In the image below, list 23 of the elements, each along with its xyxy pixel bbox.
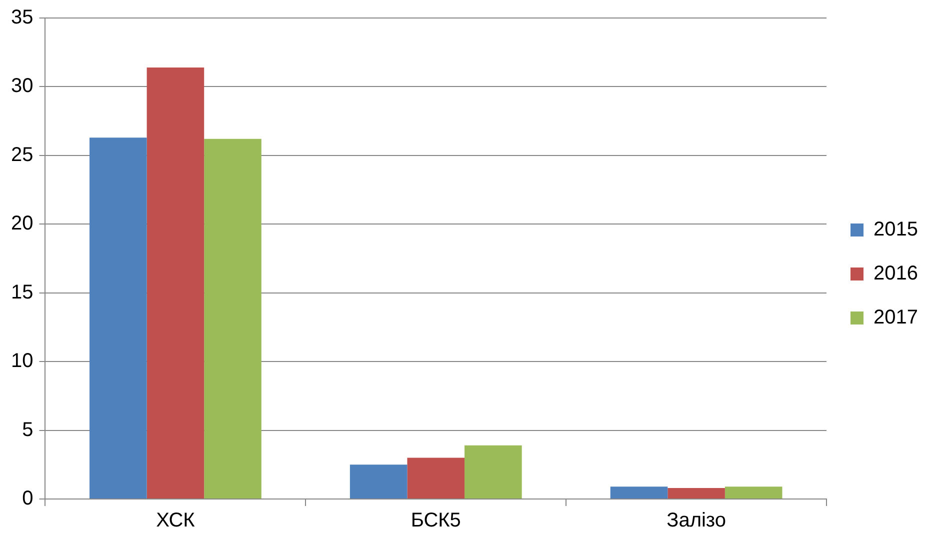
x-tick-label: БСК5: [410, 510, 461, 532]
y-tick-label: 20: [10, 212, 34, 235]
bar: [668, 488, 725, 498]
bar: [350, 464, 408, 498]
bar: [204, 138, 262, 498]
legend-label: 2017: [874, 306, 918, 329]
y-tick-label: 5: [22, 418, 34, 441]
bar: [407, 458, 465, 498]
bar: [610, 486, 668, 498]
y-tick-label: 0: [22, 488, 34, 510]
y-tick-label: 10: [10, 350, 34, 372]
y-tick-label: 30: [10, 75, 34, 98]
x-tick-label: ХСК: [156, 510, 196, 532]
bar: [90, 138, 147, 498]
bar: [146, 67, 204, 498]
y-tick-label: 25: [10, 144, 34, 166]
bar: [724, 486, 782, 498]
y-tick-label: 35: [10, 6, 34, 29]
y-tick-label: 15: [10, 281, 34, 304]
legend-label: 2016: [874, 262, 918, 285]
legend-label: 2015: [874, 218, 918, 241]
bar: [464, 445, 522, 498]
x-tick-label: Залізо: [666, 510, 726, 532]
